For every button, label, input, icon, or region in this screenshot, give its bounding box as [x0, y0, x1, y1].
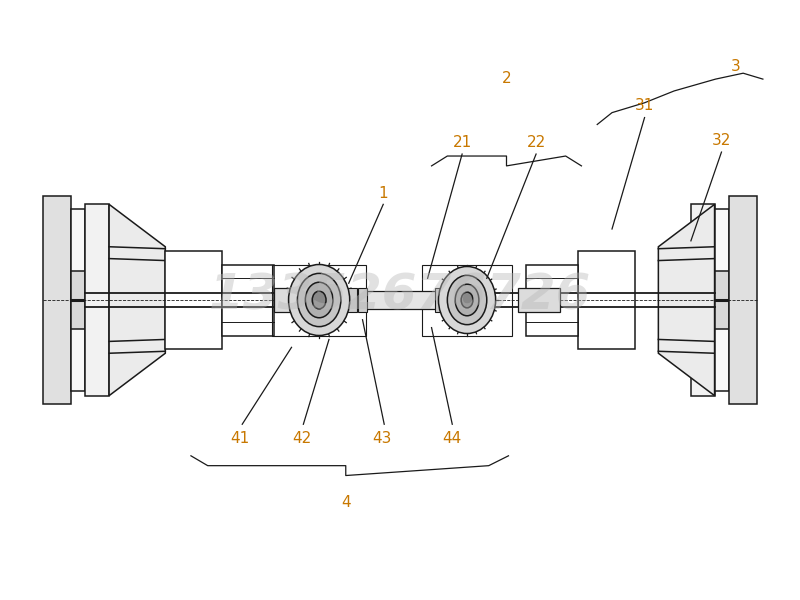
Text: 1: 1: [378, 186, 388, 201]
Text: 31: 31: [635, 98, 654, 113]
Bar: [70, 271, 86, 329]
Bar: [446, 288, 455, 312]
Ellipse shape: [447, 275, 486, 325]
Ellipse shape: [298, 274, 341, 326]
Ellipse shape: [438, 266, 496, 334]
Text: 2: 2: [502, 71, 511, 86]
Bar: [274, 288, 319, 312]
Text: 42: 42: [292, 431, 311, 446]
Bar: [422, 265, 513, 335]
Ellipse shape: [455, 284, 479, 316]
Ellipse shape: [461, 292, 473, 308]
Ellipse shape: [312, 291, 326, 309]
Bar: [578, 251, 634, 349]
Text: 4: 4: [341, 494, 350, 509]
Polygon shape: [658, 205, 714, 395]
Bar: [222, 265, 274, 335]
Bar: [714, 271, 730, 329]
Bar: [166, 251, 222, 349]
Bar: [86, 205, 109, 395]
Bar: [730, 196, 757, 404]
Text: 3: 3: [730, 59, 740, 74]
Text: 21: 21: [453, 135, 472, 150]
Text: 41: 41: [230, 431, 250, 446]
Bar: [346, 288, 357, 312]
Bar: [526, 265, 578, 335]
Text: 22: 22: [526, 135, 546, 150]
Bar: [43, 196, 70, 404]
Bar: [70, 209, 86, 391]
Bar: [434, 288, 444, 312]
Text: 44: 44: [442, 431, 462, 446]
Text: 43: 43: [373, 431, 392, 446]
Bar: [518, 288, 560, 312]
Bar: [358, 288, 367, 312]
Ellipse shape: [306, 282, 333, 318]
Bar: [272, 265, 366, 335]
Text: 13352676726: 13352676726: [209, 271, 591, 319]
Bar: [691, 205, 714, 395]
Text: 32: 32: [712, 133, 731, 148]
Ellipse shape: [289, 265, 350, 335]
Polygon shape: [109, 205, 166, 395]
Bar: [714, 209, 730, 391]
Bar: [349, 291, 465, 309]
